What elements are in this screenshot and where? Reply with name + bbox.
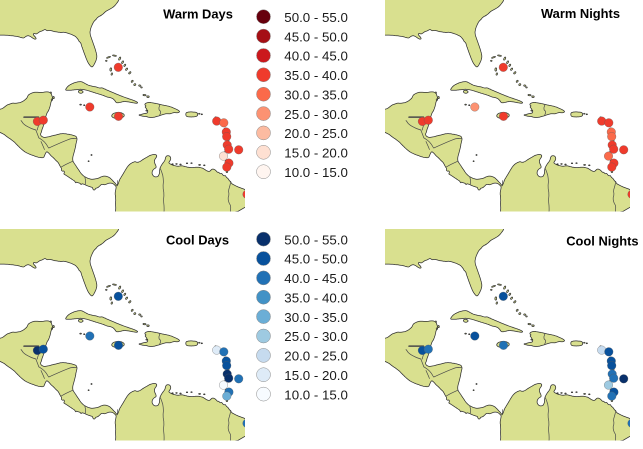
svg-text:25.0 - 30.0: 25.0 - 30.0 — [284, 107, 348, 122]
svg-text:40.0 - 45.0: 40.0 - 45.0 — [284, 49, 348, 64]
svg-text:20.0 - 25.0: 20.0 - 25.0 — [284, 349, 348, 364]
svg-text:10.0 - 15.0: 10.0 - 15.0 — [284, 387, 348, 402]
svg-text:45.0 - 50.0: 45.0 - 50.0 — [284, 252, 348, 267]
svg-text:Cool Days: Cool Days — [166, 232, 229, 247]
svg-text:30.0 - 35.0: 30.0 - 35.0 — [284, 87, 348, 102]
svg-text:25.0 - 30.0: 25.0 - 30.0 — [284, 329, 348, 344]
svg-text:30.0 - 35.0: 30.0 - 35.0 — [284, 310, 348, 325]
svg-text:15.0 - 20.0: 15.0 - 20.0 — [284, 146, 348, 161]
svg-text:40.0 - 45.0: 40.0 - 45.0 — [284, 271, 348, 286]
svg-text:50.0 - 55.0: 50.0 - 55.0 — [284, 232, 348, 247]
svg-text:50.0 - 55.0: 50.0 - 55.0 — [284, 10, 348, 25]
svg-text:Warm Days: Warm Days — [163, 7, 233, 22]
svg-text:35.0 - 40.0: 35.0 - 40.0 — [284, 290, 348, 305]
svg-text:10.0 - 15.0: 10.0 - 15.0 — [284, 165, 348, 180]
svg-text:45.0 - 50.0: 45.0 - 50.0 — [284, 29, 348, 44]
svg-text:20.0 - 25.0: 20.0 - 25.0 — [284, 126, 348, 141]
svg-text:Warm Nights: Warm Nights — [541, 6, 620, 21]
svg-text:Cool Nights: Cool Nights — [566, 233, 638, 248]
svg-text:15.0 - 20.0: 15.0 - 20.0 — [284, 368, 348, 383]
svg-text:35.0 - 40.0: 35.0 - 40.0 — [284, 68, 348, 83]
